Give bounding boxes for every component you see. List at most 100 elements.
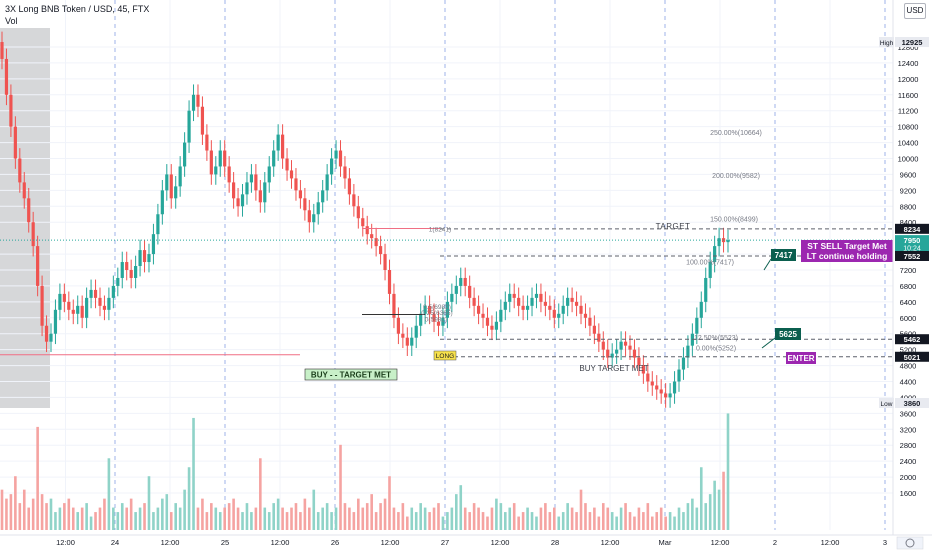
candle-body[interactable] (681, 357, 686, 370)
candle-body[interactable] (27, 198, 31, 223)
candle-body[interactable] (0, 42, 4, 59)
candle-body[interactable] (561, 305, 565, 314)
candle-body[interactable] (378, 246, 383, 255)
candle-body[interactable] (534, 293, 539, 298)
candle-body[interactable] (543, 301, 547, 306)
candle-body[interactable] (281, 134, 285, 159)
candle-body[interactable] (183, 142, 187, 167)
candle-body[interactable] (494, 321, 498, 330)
candle-body[interactable] (58, 293, 62, 310)
candle-body[interactable] (80, 305, 84, 318)
candle-body[interactable] (289, 170, 294, 179)
candle-body[interactable] (726, 240, 730, 243)
candle-body[interactable] (459, 277, 463, 286)
candle-body[interactable] (708, 262, 712, 278)
candle-body[interactable] (672, 381, 677, 394)
candle-body[interactable] (227, 166, 231, 183)
candle-body[interactable] (258, 190, 262, 203)
candle-body[interactable] (548, 305, 552, 310)
candle-body[interactable] (717, 238, 721, 247)
candle-body[interactable] (36, 246, 40, 286)
candle-body[interactable] (125, 262, 129, 270)
candle-body[interactable] (423, 305, 427, 314)
candle-body[interactable] (436, 321, 441, 326)
candle-body[interactable] (570, 297, 574, 302)
candle-body[interactable] (445, 301, 449, 318)
candle-body[interactable] (89, 289, 93, 298)
candle-body[interactable] (517, 297, 521, 306)
candle-body[interactable] (71, 309, 75, 314)
candle-body[interactable] (298, 190, 303, 199)
candle-body[interactable] (463, 277, 467, 286)
candle-body[interactable] (503, 301, 507, 310)
candle-body[interactable] (557, 313, 561, 318)
candle-body[interactable] (601, 341, 605, 350)
candle-body[interactable] (205, 134, 209, 151)
candle-body[interactable] (566, 297, 570, 306)
candle-body[interactable] (641, 365, 645, 374)
candle-body[interactable] (699, 301, 703, 318)
candle-body[interactable] (31, 222, 35, 247)
candle-body[interactable] (129, 270, 133, 278)
candle-body[interactable] (347, 178, 352, 195)
candle-body[interactable] (597, 333, 601, 342)
axis-settings-button[interactable] (896, 536, 924, 550)
candle-body[interactable] (481, 313, 485, 318)
candle-body[interactable] (276, 134, 280, 151)
candle-body[interactable] (53, 309, 58, 334)
candle-body[interactable] (476, 305, 481, 314)
candle-body[interactable] (44, 325, 49, 342)
candle-body[interactable] (156, 214, 160, 235)
candle-body[interactable] (419, 313, 423, 326)
candle-body[interactable] (303, 198, 307, 211)
candle-body[interactable] (686, 345, 690, 358)
candle-body[interactable] (111, 285, 115, 298)
candle-body[interactable] (370, 234, 374, 239)
candle-body[interactable] (414, 325, 418, 338)
candle-body[interactable] (329, 158, 334, 175)
candle-body[interactable] (294, 178, 298, 191)
candle-body[interactable] (174, 186, 178, 199)
candle-body[interactable] (191, 94, 196, 111)
candle-body[interactable] (392, 293, 396, 318)
candle-body[interactable] (695, 317, 699, 334)
candle-body[interactable] (334, 150, 338, 159)
candle-body[interactable] (200, 106, 205, 135)
candle-body[interactable] (623, 341, 628, 346)
candle-body[interactable] (410, 337, 414, 346)
candle-body[interactable] (18, 158, 22, 183)
candle-body[interactable] (512, 293, 516, 298)
candle-body[interactable] (245, 182, 249, 195)
candle-body[interactable] (468, 285, 472, 298)
candle-body[interactable] (525, 305, 530, 310)
candle-body[interactable] (338, 150, 343, 167)
candle-body[interactable] (432, 313, 436, 322)
candle-body[interactable] (4, 58, 9, 95)
candle-body[interactable] (187, 110, 191, 143)
candle-body[interactable] (361, 218, 365, 227)
candle-body[interactable] (405, 337, 409, 346)
candle-body[interactable] (704, 277, 708, 302)
candle-body[interactable] (236, 198, 240, 207)
candle-body[interactable] (713, 246, 717, 263)
candle-body[interactable] (116, 277, 120, 286)
candle-body[interactable] (93, 289, 98, 298)
candle-body[interactable] (499, 309, 503, 322)
candle-body[interactable] (254, 174, 258, 191)
candle-body[interactable] (22, 182, 26, 199)
candle-body[interactable] (441, 317, 445, 326)
candle-body[interactable] (142, 250, 147, 263)
gear-icon[interactable] (905, 538, 915, 548)
candle-body[interactable] (427, 305, 432, 314)
candle-body[interactable] (490, 325, 494, 330)
candle-body[interactable] (325, 174, 329, 191)
candle-body[interactable] (272, 150, 276, 167)
candle-body[interactable] (218, 150, 222, 167)
candle-body[interactable] (356, 206, 360, 219)
candle-body[interactable] (628, 345, 632, 350)
candle-body[interactable] (387, 270, 392, 294)
candle-body[interactable] (138, 250, 142, 267)
candle-body[interactable] (316, 202, 320, 215)
